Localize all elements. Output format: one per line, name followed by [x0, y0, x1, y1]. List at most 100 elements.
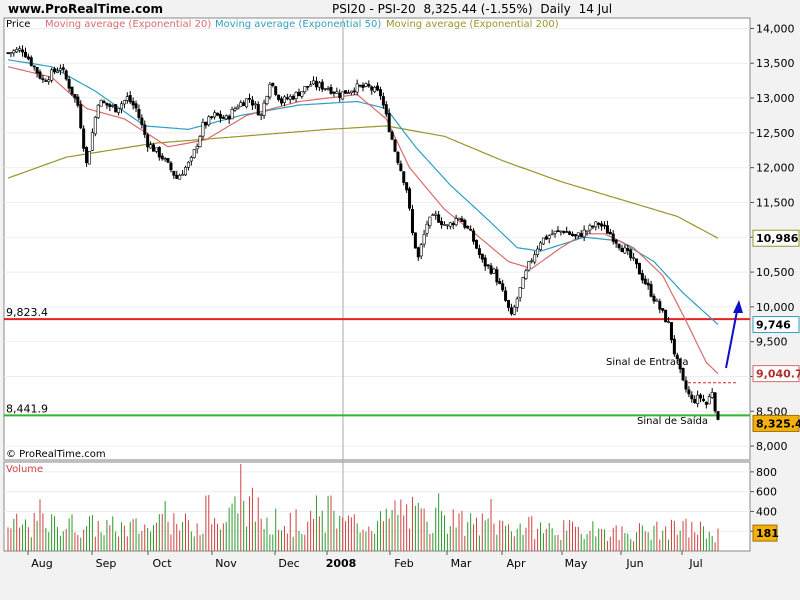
- candle-body: [533, 254, 537, 263]
- candle-body: [637, 262, 641, 275]
- candle-body: [85, 147, 89, 164]
- candle-body: [221, 116, 225, 119]
- entry-arrow-head: [733, 300, 743, 313]
- candle-body: [669, 322, 673, 341]
- candle-body: [96, 104, 100, 118]
- candle-body: [437, 214, 441, 223]
- candle-body: [457, 217, 461, 220]
- candle-body: [213, 112, 217, 118]
- candle-body: [451, 223, 455, 226]
- candle-body: [128, 95, 132, 103]
- candle-body: [477, 248, 481, 255]
- price-panel: [3, 17, 751, 461]
- candle-body: [594, 221, 598, 228]
- support-level-label: 8,441.9: [6, 402, 48, 415]
- candle-body: [108, 104, 112, 107]
- candle-body: [294, 91, 298, 100]
- candle-body: [242, 102, 246, 107]
- candle-body: [472, 230, 476, 242]
- candle-body: [346, 92, 350, 94]
- last-price-label: 8,325.44: [756, 417, 800, 430]
- legend-ema20: Moving average (Exponential 20): [45, 19, 211, 30]
- candle-body: [626, 248, 630, 251]
- period-label: Daily: [540, 2, 571, 16]
- candle-body: [271, 82, 275, 86]
- candle-body: [151, 144, 155, 152]
- candle-body: [314, 80, 318, 88]
- candle-body: [12, 50, 16, 54]
- candle-body: [178, 175, 182, 180]
- candle-body: [405, 182, 409, 191]
- candle-body: [277, 94, 281, 100]
- candle-body: [588, 225, 592, 231]
- ema50-value-label: 9,746: [756, 319, 791, 332]
- candle-body: [428, 216, 432, 226]
- price-y-tick-label: 10,500: [756, 266, 795, 279]
- candle-body: [87, 150, 91, 165]
- candle-body: [335, 91, 339, 94]
- candle-body: [82, 128, 86, 149]
- candle-body: [611, 233, 615, 242]
- candle-body: [210, 116, 214, 118]
- candle-body: [538, 242, 542, 251]
- volume-y-tick-label: 800: [756, 466, 777, 479]
- candle-body: [326, 88, 330, 90]
- candle-body: [61, 67, 65, 70]
- candle-body: [364, 83, 368, 87]
- candle-body: [544, 236, 548, 240]
- candle-body: [661, 308, 665, 311]
- candle-body: [635, 258, 639, 265]
- candle-body: [652, 295, 656, 302]
- candle-body: [603, 224, 607, 227]
- candle-body: [76, 96, 80, 106]
- candle-body: [547, 235, 551, 239]
- candle-body: [425, 223, 429, 234]
- candle-body: [47, 79, 51, 82]
- candle-body: [704, 401, 708, 405]
- candle-body: [681, 367, 685, 381]
- candle-body: [288, 96, 292, 100]
- candle-body: [262, 102, 266, 116]
- ema200-line: [7, 125, 719, 239]
- volume-y-tick-label: 600: [756, 486, 777, 499]
- date-label: 14 Jul: [578, 2, 613, 16]
- last-volume-box: [752, 524, 778, 542]
- candle-body: [140, 117, 144, 125]
- candle-body: [67, 79, 71, 89]
- x-axis-month-label: 2008: [326, 557, 357, 570]
- candle-body: [102, 101, 106, 104]
- candle-body: [696, 394, 700, 404]
- candle-body: [649, 284, 653, 297]
- candle-body: [291, 96, 295, 100]
- candle-body: [463, 220, 467, 228]
- candle-body: [146, 134, 150, 148]
- candle-body: [559, 230, 563, 233]
- price-y-tick-label: 10,000: [756, 301, 795, 314]
- candle-body: [21, 49, 25, 53]
- candle-body: [15, 49, 19, 53]
- candle-body: [361, 84, 365, 88]
- candle-body: [614, 239, 618, 244]
- candle-body: [323, 88, 327, 90]
- candle-body: [154, 147, 158, 152]
- candle-body: [509, 307, 513, 315]
- candle-body: [716, 411, 720, 420]
- x-axis-month-label: Aug: [31, 557, 52, 570]
- candle-body: [143, 124, 147, 135]
- candle-body: [186, 161, 190, 168]
- candle-body: [579, 233, 583, 238]
- candle-body: [90, 132, 94, 151]
- candle-body: [23, 51, 27, 58]
- legend-ema50: Moving average (Exponential 50): [215, 19, 381, 30]
- candle-body: [198, 136, 202, 148]
- candle-body: [390, 131, 394, 140]
- candle-body: [632, 257, 636, 259]
- candle-body: [701, 398, 705, 402]
- candle-body: [419, 244, 423, 257]
- candle-body: [218, 113, 222, 119]
- ema20-line: [7, 66, 719, 375]
- candle-body: [568, 231, 572, 235]
- candle-body: [710, 391, 714, 398]
- candle-body: [111, 105, 115, 107]
- price-y-tick-label: 8,000: [756, 440, 788, 453]
